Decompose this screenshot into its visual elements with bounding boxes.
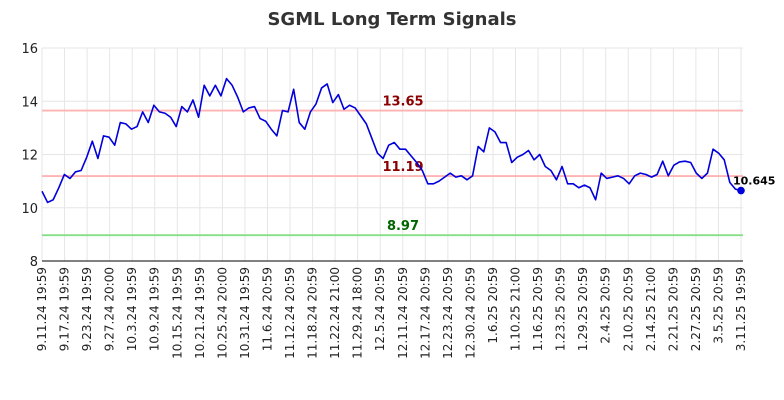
- grid: [41, 47, 743, 262]
- last-value-label: 10.645: [733, 175, 775, 188]
- x-tick-label: 10.3.24 19:59: [125, 267, 139, 351]
- x-tick-label: 12.23.24 20:59: [441, 267, 455, 359]
- x-tick-label: 3.11.25 19:59: [734, 267, 748, 351]
- x-tick-label: 2.21.25 20:59: [666, 267, 680, 351]
- x-tick-label: 1.16.25 20:59: [531, 267, 545, 351]
- reference-label-lower: 8.97: [387, 219, 419, 234]
- reference-label-upper: 13.65: [382, 95, 423, 110]
- y-tick-label: 14: [21, 95, 38, 110]
- x-tick-label: 2.10.25 20:59: [621, 267, 635, 351]
- x-tick-label: 11.29.24 18:00: [351, 267, 365, 359]
- chart-title: SGML Long Term Signals: [267, 9, 516, 30]
- x-tick-label: 10.25.24 20:00: [215, 267, 229, 359]
- x-tick-label: 12.5.24 20:59: [373, 267, 387, 351]
- x-tick-label: 1.10.25 21:00: [509, 267, 523, 351]
- reference-label-middle: 11.19: [382, 160, 423, 175]
- series-line: [41, 77, 742, 204]
- series: [41, 77, 745, 204]
- y-tick-label: 10: [21, 202, 38, 217]
- x-tick-label: 3.5.25 20:59: [711, 267, 725, 344]
- x-tick-label: 2.4.25 20:59: [599, 267, 613, 344]
- y-tick-label: 8: [30, 255, 38, 270]
- x-tick-label: 1.29.25 20:59: [576, 267, 590, 351]
- x-tick-label: 12.11.24 20:59: [396, 267, 410, 359]
- reference-lines: 13.65 11.19 8.97: [42, 95, 743, 237]
- labels: 10.645: [733, 175, 775, 188]
- y-tick-label: 16: [21, 42, 38, 57]
- x-tick-label: 10.31.24 19:59: [238, 267, 252, 359]
- x-tick-label: 10.21.24 19:59: [193, 267, 207, 359]
- x-tick-label: 9.27.24 20:00: [103, 267, 117, 351]
- axes: 8 10 12 14 16 9.11.24 19:59 9.17.24 19:59 9.23.…: [21, 42, 748, 359]
- x-tick-label: 1.6.25 20:59: [486, 267, 500, 344]
- x-tick-label: 2.27.25 20:59: [689, 267, 703, 351]
- x-tick-label: 11.22.24 21:00: [328, 267, 342, 359]
- x-tick-label: 2.14.25 21:00: [644, 267, 658, 351]
- x-tick-label: 1.23.25 20:59: [554, 267, 568, 351]
- x-tick-label: 12.30.24 20:59: [463, 267, 477, 359]
- x-tick-label: 10.9.24 19:59: [148, 267, 162, 351]
- y-tick-label: 12: [21, 149, 38, 164]
- x-tick-label: 11.6.24 20:59: [260, 267, 274, 351]
- x-tick-label: 9.17.24 19:59: [58, 267, 72, 351]
- x-tick-label: 9.11.24 19:59: [35, 267, 49, 351]
- x-tick-label: 12.17.24 20:59: [418, 267, 432, 359]
- last-point-marker: [737, 186, 745, 195]
- x-tick-label: 9.23.24 19:59: [80, 267, 94, 351]
- x-tick-label: 11.18.24 20:59: [306, 267, 320, 359]
- x-tick-label: 11.12.24 20:59: [283, 267, 297, 359]
- x-tick-label: 10.15.24 19:59: [170, 267, 184, 359]
